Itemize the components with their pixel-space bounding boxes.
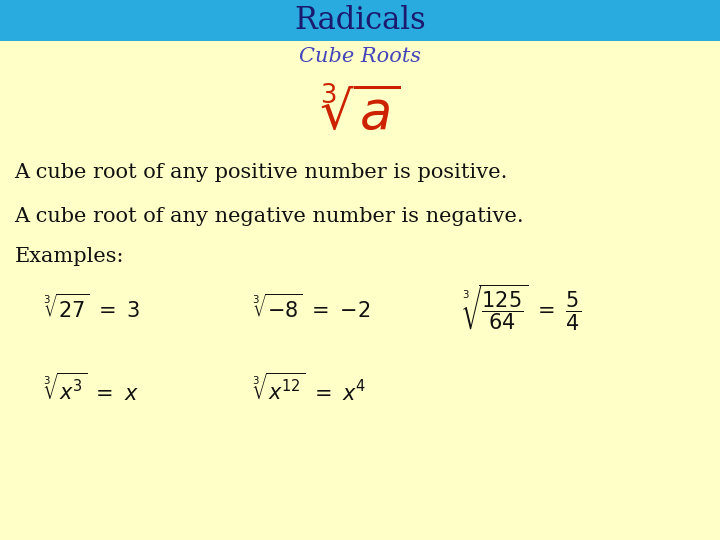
FancyBboxPatch shape (0, 0, 720, 40)
Text: $\sqrt[3]{x^{12}}\ =\ x^4$: $\sqrt[3]{x^{12}}\ =\ x^4$ (252, 373, 366, 405)
Text: A cube root of any negative number is negative.: A cube root of any negative number is ne… (14, 206, 524, 226)
Text: Cube Roots: Cube Roots (299, 47, 421, 66)
Text: A cube root of any positive number is positive.: A cube root of any positive number is po… (14, 163, 508, 183)
Text: $\sqrt[3]{x^3}\ =\ x$: $\sqrt[3]{x^3}\ =\ x$ (43, 373, 139, 405)
Text: $\sqrt[3]{a}$: $\sqrt[3]{a}$ (320, 87, 400, 139)
Text: $\sqrt[3]{27}\ =\ 3$: $\sqrt[3]{27}\ =\ 3$ (43, 294, 140, 322)
Text: $\sqrt[3]{\dfrac{125}{64}}\ =\ \dfrac{5}{4}$: $\sqrt[3]{\dfrac{125}{64}}\ =\ \dfrac{5}… (461, 282, 581, 333)
Text: Radicals: Radicals (294, 5, 426, 36)
Text: $\sqrt[3]{-8}\ =\ {-2}$: $\sqrt[3]{-8}\ =\ {-2}$ (252, 294, 371, 322)
Text: Examples:: Examples: (14, 247, 124, 266)
